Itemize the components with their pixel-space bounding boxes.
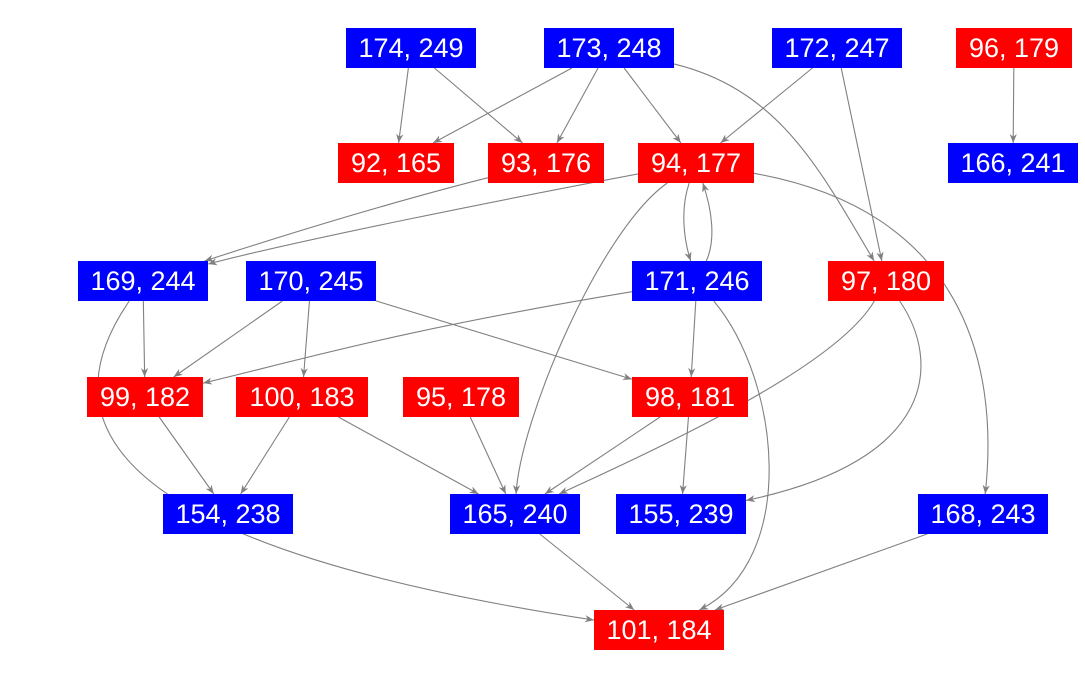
edge-94_177-to-168_243 bbox=[753, 172, 990, 495]
edge-94_177-to-165_240 bbox=[512, 182, 668, 495]
edge-93_176-to-169_244 bbox=[204, 177, 489, 262]
node-172_247: 172, 247 bbox=[772, 28, 902, 68]
edge-98_181-to-155_239 bbox=[679, 416, 690, 495]
edge-171_246-to-99_182 bbox=[202, 291, 633, 385]
edge-97_180-to-165_240 bbox=[558, 300, 875, 495]
edge-172_247-to-97_180 bbox=[840, 67, 884, 262]
edge-99_182-to-154_238 bbox=[158, 416, 215, 495]
node-154_238: 154, 238 bbox=[163, 494, 293, 534]
edge-95_178-to-165_240 bbox=[469, 416, 507, 495]
node-93_176: 93, 176 bbox=[488, 143, 604, 183]
edge-169_244-to-99_182 bbox=[140, 300, 149, 378]
edge-97_180-to-155_239 bbox=[745, 300, 922, 503]
edge-174_249-to-92_165 bbox=[396, 67, 409, 144]
node-166_241: 166, 241 bbox=[948, 143, 1078, 183]
node-155_239: 155, 239 bbox=[616, 494, 746, 534]
node-173_248: 173, 248 bbox=[544, 28, 674, 68]
edge-171_246-to-101_184 bbox=[699, 300, 770, 611]
edge-165_240-to-101_184 bbox=[539, 533, 635, 611]
node-100_183: 100, 183 bbox=[236, 377, 368, 417]
edge-100_183-to-154_238 bbox=[240, 416, 290, 495]
node-170_245: 170, 245 bbox=[246, 261, 376, 301]
edge-172_247-to-94_177 bbox=[720, 67, 813, 144]
node-168_243: 168, 243 bbox=[918, 494, 1048, 534]
edge-171_246-to-98_181 bbox=[688, 300, 697, 378]
edge-94_177-to-171_246 bbox=[683, 182, 692, 262]
node-94_177: 94, 177 bbox=[638, 143, 754, 183]
edge-173_248-to-94_177 bbox=[623, 67, 682, 144]
node-96_179: 96, 179 bbox=[956, 28, 1072, 68]
edge-96_179-to-166_241 bbox=[1009, 67, 1017, 144]
edge-173_248-to-92_165 bbox=[432, 67, 573, 144]
node-92_165: 92, 165 bbox=[338, 143, 454, 183]
edge-168_243-to-101_184 bbox=[714, 533, 928, 611]
node-95_178: 95, 178 bbox=[403, 377, 519, 417]
edge-170_245-to-100_183 bbox=[300, 300, 310, 378]
edge-173_248-to-93_176 bbox=[556, 67, 599, 144]
node-101_184: 101, 184 bbox=[594, 610, 724, 650]
node-174_249: 174, 249 bbox=[346, 28, 476, 68]
edge-100_183-to-165_240 bbox=[338, 416, 479, 495]
edge-171_246-to-94_177 bbox=[702, 182, 713, 262]
node-171_246: 171, 246 bbox=[632, 261, 762, 301]
node-98_181: 98, 181 bbox=[632, 377, 748, 417]
edge-173_248-to-97_180 bbox=[673, 63, 875, 262]
node-165_240: 165, 240 bbox=[450, 494, 580, 534]
edge-94_177-to-169_244 bbox=[207, 173, 639, 266]
node-99_182: 99, 182 bbox=[87, 377, 203, 417]
edge-170_245-to-99_182 bbox=[173, 300, 283, 378]
edge-169_244-to-101_184 bbox=[97, 300, 595, 623]
edge-174_249-to-93_176 bbox=[434, 67, 523, 144]
node-97_180: 97, 180 bbox=[828, 261, 944, 301]
node-169_244: 169, 244 bbox=[78, 261, 208, 301]
edge-170_245-to-98_181 bbox=[375, 300, 633, 381]
edge-98_181-to-165_240 bbox=[544, 416, 661, 495]
